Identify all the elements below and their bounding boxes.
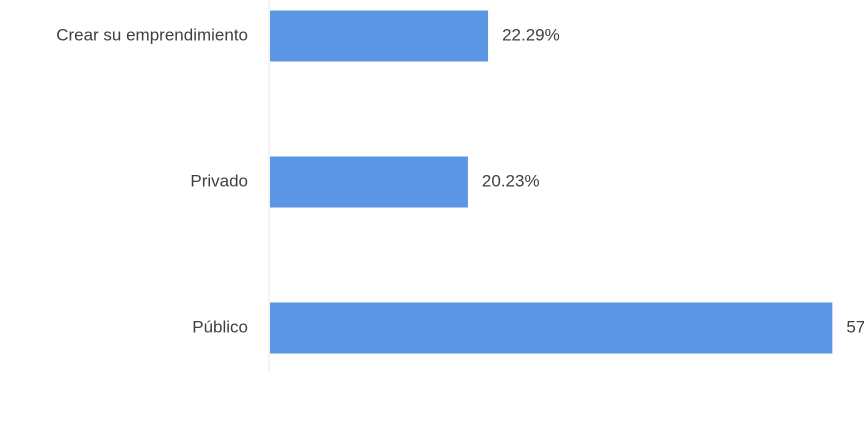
data-label: 20.23% <box>482 171 540 190</box>
category-label: Privado <box>190 171 248 190</box>
bars-layer: Crear su emprendimiento 22.29% Privado 20.2… <box>56 10 864 354</box>
bar <box>270 156 468 208</box>
bar <box>270 10 489 62</box>
bar <box>270 302 833 354</box>
category-label: Crear su emprendimiento <box>56 25 248 44</box>
category-label: Público <box>192 317 248 336</box>
data-label: 57.48% <box>846 317 864 336</box>
data-label: 22.29% <box>502 25 560 44</box>
